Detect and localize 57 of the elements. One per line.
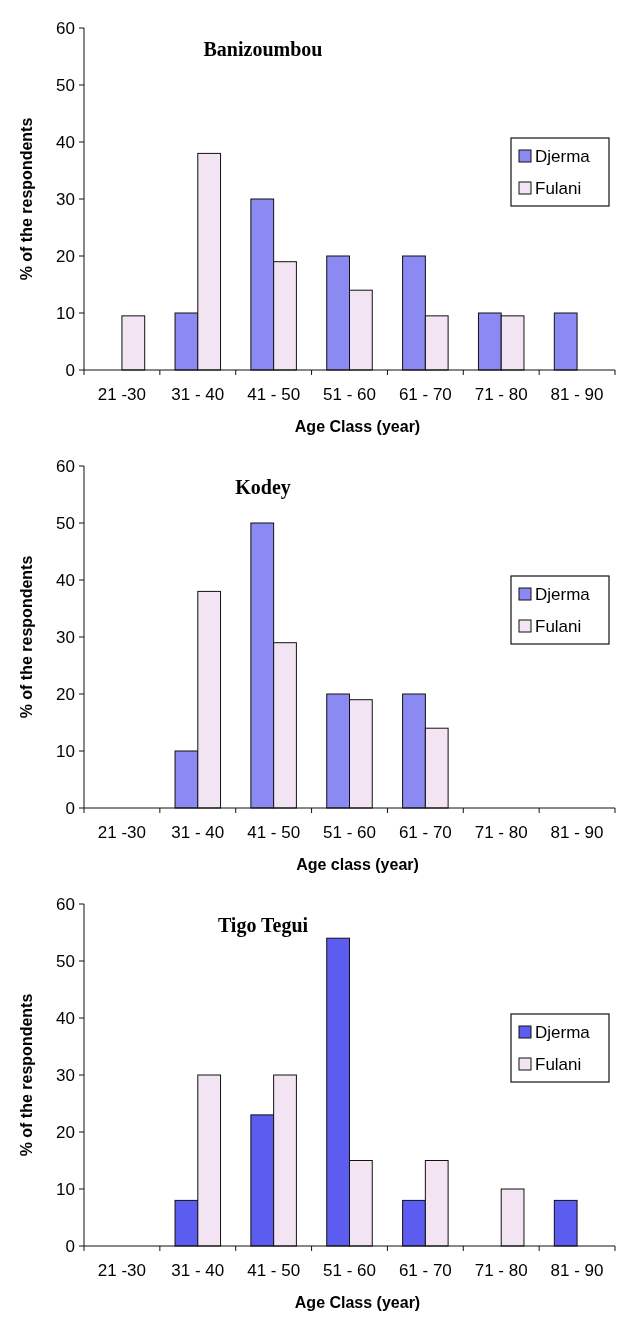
legend-label: Djerma [535,147,591,166]
y-tick-label: 20 [56,246,75,266]
x-tick-label: 31 - 40 [171,823,225,842]
legend-label: Fulani [535,617,582,636]
x-axis-title: Age class (year) [296,856,419,873]
y-tick-label: 60 [56,456,75,476]
legend-label: Djerma [535,1023,591,1042]
y-tick-label: 0 [65,1236,75,1256]
y-tick-label: 10 [56,1179,75,1199]
y-tick-label: 50 [56,513,75,533]
x-tick-label: 71 - 80 [474,823,528,842]
x-tick-label: 31 - 40 [171,1261,225,1280]
legend-label: Fulani [535,1055,582,1074]
x-tick-label: 51 - 60 [323,385,376,404]
y-tick-label: 10 [56,741,75,761]
x-tick-label: 41 - 50 [247,823,301,842]
x-tick-label: 81 - 90 [550,823,604,842]
y-tick-label: 0 [65,360,75,380]
y-tick-label: 10 [56,303,75,323]
y-axis-title: % of the respondents [18,555,35,719]
text: Tigo Tegui [217,914,309,937]
x-tick-label: 61 - 70 [398,1261,452,1280]
x-tick-label: 61 - 70 [398,385,452,404]
y-tick-label: 30 [56,627,75,647]
legend-label: Djerma [535,585,591,604]
y-tick-label: 0 [65,798,75,818]
x-tick-label: 71 - 80 [474,385,528,404]
y-tick-label: 50 [56,951,75,971]
y-tick-label: 60 [56,894,75,914]
y-tick-label: 40 [56,1008,75,1028]
x-tick-label: 81 - 90 [550,1261,604,1280]
y-tick-label: 30 [56,189,75,209]
y-tick-label: 40 [56,570,75,590]
text: Banizoumbou [203,38,323,60]
y-tick-label: 20 [56,1122,75,1142]
x-tick-label: 21 -30 [97,385,147,404]
x-tick-label: 31 - 40 [171,385,225,404]
x-axis-title: Age Class (year) [294,1294,421,1311]
y-tick-label: 40 [56,132,75,152]
x-tick-label: 51 - 60 [323,823,376,842]
y-tick-label: 30 [56,1065,75,1085]
y-tick-label: 20 [56,684,75,704]
x-tick-label: 41 - 50 [247,385,301,404]
x-tick-label: 21 -30 [97,823,147,842]
x-tick-label: 41 - 50 [247,1261,301,1280]
x-tick-label: 81 - 90 [550,385,604,404]
y-tick-label: 50 [56,75,75,95]
x-tick-label: 51 - 60 [323,1261,376,1280]
legend-label: Fulani [535,179,582,198]
text: Kodey [235,476,291,499]
x-tick-label: 61 - 70 [398,823,452,842]
y-tick-label: 60 [56,18,75,38]
y-axis-title: % of the respondents [18,117,35,281]
x-tick-label: 71 - 80 [474,1261,528,1280]
x-tick-label: 21 -30 [97,1261,147,1280]
x-axis-title: Age Class (year) [294,418,421,435]
y-axis-title: % of the respondents [18,993,35,1157]
